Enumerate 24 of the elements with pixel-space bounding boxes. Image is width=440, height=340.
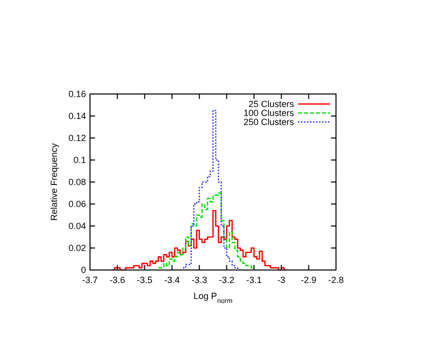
x-tick-label: -3.6	[110, 275, 126, 285]
x-tick-label: -3.7	[82, 275, 98, 285]
x-tick-label: -3.3	[192, 275, 208, 285]
legend-label: 25 Clusters	[248, 99, 294, 109]
y-tick-label: 0.04	[68, 221, 86, 231]
x-tick-label: -2.8	[328, 275, 344, 285]
y-tick-label: 0.14	[68, 111, 86, 121]
x-tick-label: -3	[277, 275, 286, 285]
legend-label: 100 Clusters	[243, 108, 294, 118]
y-tick-label: 0.1	[73, 155, 86, 165]
x-tick-label: -3.2	[218, 275, 234, 285]
y-tick-label: 0.16	[68, 89, 86, 99]
x-tick-label: -2.9	[300, 275, 316, 285]
y-axis-title: Relative Frequency	[49, 142, 59, 221]
y-tick-label: 0.06	[68, 199, 86, 209]
x-axis-title: Log P$_{norm}$	[194, 291, 233, 304]
x-tick-label: -3.5	[136, 275, 152, 285]
y-tick-label: 0.12	[68, 133, 86, 143]
legend-label: 250 Clusters	[243, 117, 294, 127]
x-tick-label: -3.1	[246, 275, 262, 285]
y-tick-label: 0.08	[68, 177, 86, 187]
x-tick-label: -3.4	[164, 275, 180, 285]
y-tick-label: 0	[80, 265, 86, 275]
y-tick-label: 0.02	[68, 243, 86, 253]
